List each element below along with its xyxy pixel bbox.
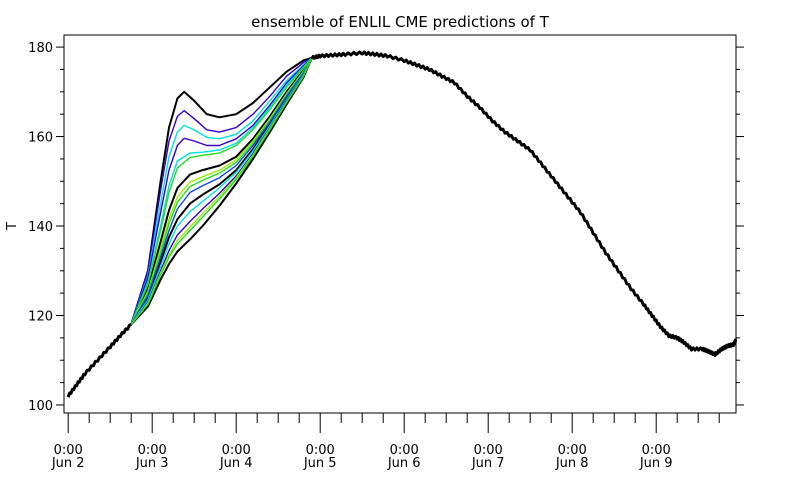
y-tick-label: 160 [28, 131, 53, 146]
series-line-common-end [310, 50, 738, 357]
series-line-member-6 [130, 57, 313, 325]
y-tick-label: 140 [28, 220, 53, 235]
series-line-member-3 [130, 57, 313, 325]
x-tick-time: 0:00 [474, 443, 503, 458]
series-line-member-10 [130, 57, 313, 325]
x-tick-date: Jun 3 [135, 456, 169, 471]
y-axis-label: T [5, 222, 20, 231]
series-line-member-4 [130, 57, 313, 325]
series-layer [66, 50, 738, 398]
series-line-member-11 [130, 57, 313, 325]
x-tick-time: 0:00 [54, 443, 83, 458]
series-line-member-15 [130, 57, 313, 325]
y-tick-label: 180 [28, 41, 53, 56]
series-line-member-7 [130, 57, 313, 325]
plot-frame [63, 34, 737, 414]
x-tick-date: Jun 4 [219, 456, 253, 471]
series-line-member-16 [130, 57, 313, 326]
x-tick-date: Jun 8 [555, 456, 589, 471]
series-line-member-9 [130, 57, 313, 325]
x-tick-time: 0:00 [390, 443, 419, 458]
x-tick-date: Jun 9 [639, 456, 673, 471]
x-tick-time: 0:00 [138, 443, 167, 458]
axis-ticks [56, 46, 744, 433]
series-line-member-2 [130, 57, 313, 325]
series-line-member-12 [130, 57, 313, 325]
x-tick-time: 0:00 [558, 443, 587, 458]
y-tick-label: 100 [28, 399, 53, 414]
chart-title: ensemble of ENLIL CME predictions of T [251, 13, 550, 31]
x-tick-time: 0:00 [222, 443, 251, 458]
series-line-member-1 [130, 56, 313, 325]
x-tick-date: Jun 2 [51, 456, 85, 471]
x-tick-date: Jun 5 [303, 456, 337, 471]
series-line-member-8 [130, 57, 313, 325]
x-tick-time: 0:00 [642, 443, 671, 458]
x-tick-date: Jun 7 [471, 456, 505, 471]
series-line-common-start [66, 323, 132, 398]
x-tick-time: 0:00 [306, 443, 335, 458]
series-line-member-5 [130, 57, 313, 325]
x-tick-date: Jun 6 [387, 456, 421, 471]
y-tick-label: 120 [28, 309, 53, 324]
